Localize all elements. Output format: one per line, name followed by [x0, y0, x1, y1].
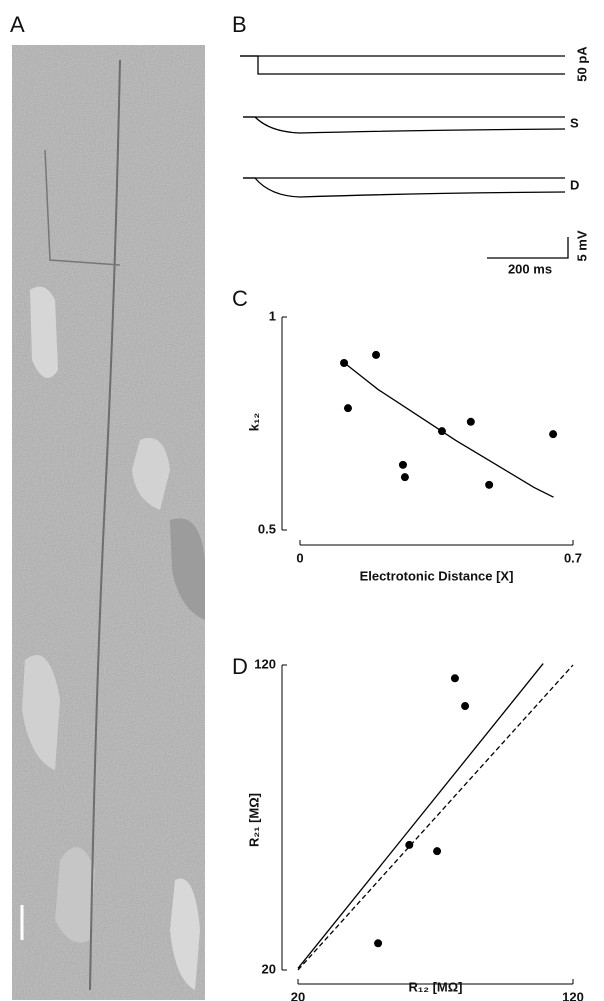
data-point — [433, 847, 441, 855]
panel-label: D — [232, 654, 248, 679]
data-point — [401, 473, 409, 481]
x-tick-label: 0 — [296, 550, 303, 565]
panel-label: B — [232, 12, 247, 37]
y-tick-label: 1 — [269, 308, 276, 323]
dendrite-trace — [243, 178, 565, 197]
data-point — [438, 427, 446, 435]
data-point — [374, 939, 382, 947]
micrograph — [12, 45, 205, 1000]
data-point — [372, 351, 380, 359]
traces — [240, 56, 568, 258]
data-point — [451, 674, 459, 682]
x-tick-label: 20 — [291, 989, 305, 1001]
soma-trace — [243, 117, 565, 133]
data-point — [405, 841, 413, 849]
current-label: 50 pA — [574, 46, 589, 82]
regression-line — [298, 664, 543, 969]
panel-label: C — [232, 286, 248, 311]
y-axis-label: k₁₂ — [246, 413, 261, 432]
y-axis-label: R₂₁ [MΩ] — [246, 793, 261, 847]
current-trace — [240, 56, 565, 74]
data-point — [549, 430, 557, 438]
scale-label: 200 ms — [508, 261, 552, 276]
trace-label: S — [570, 115, 579, 130]
x-tick-label: 0.7 — [564, 550, 582, 565]
y-tick-label: 120 — [254, 656, 276, 671]
panel-label: A — [10, 12, 25, 37]
identity-line — [298, 665, 573, 970]
page: {"panel_labels": ["A", "B", "C", "D"], "… — [0, 0, 604, 1001]
data-point — [485, 481, 493, 489]
y-tick-label: 0.5 — [258, 521, 276, 536]
cell — [30, 287, 58, 378]
figure: A B C D 50 pA S D 5 mV 200 ms 0 0.7 0.5 1 El… — [0, 0, 604, 1001]
y-tick-label: 20 — [262, 961, 276, 976]
x-axis-label: R₁₂ [MΩ] — [408, 979, 462, 994]
fit-curve — [343, 362, 554, 497]
data-point — [467, 418, 475, 426]
cell — [55, 847, 95, 942]
data-point — [399, 461, 407, 469]
x-axis-label: Electrotonic Distance [X] — [360, 568, 514, 583]
data-point — [344, 404, 352, 412]
trace-label: D — [570, 177, 579, 192]
data-point — [461, 702, 469, 710]
data-point — [340, 359, 348, 367]
x-tick-label: 120 — [562, 989, 584, 1001]
scale-label: 5 mV — [574, 230, 589, 261]
scale-bars — [487, 237, 568, 258]
